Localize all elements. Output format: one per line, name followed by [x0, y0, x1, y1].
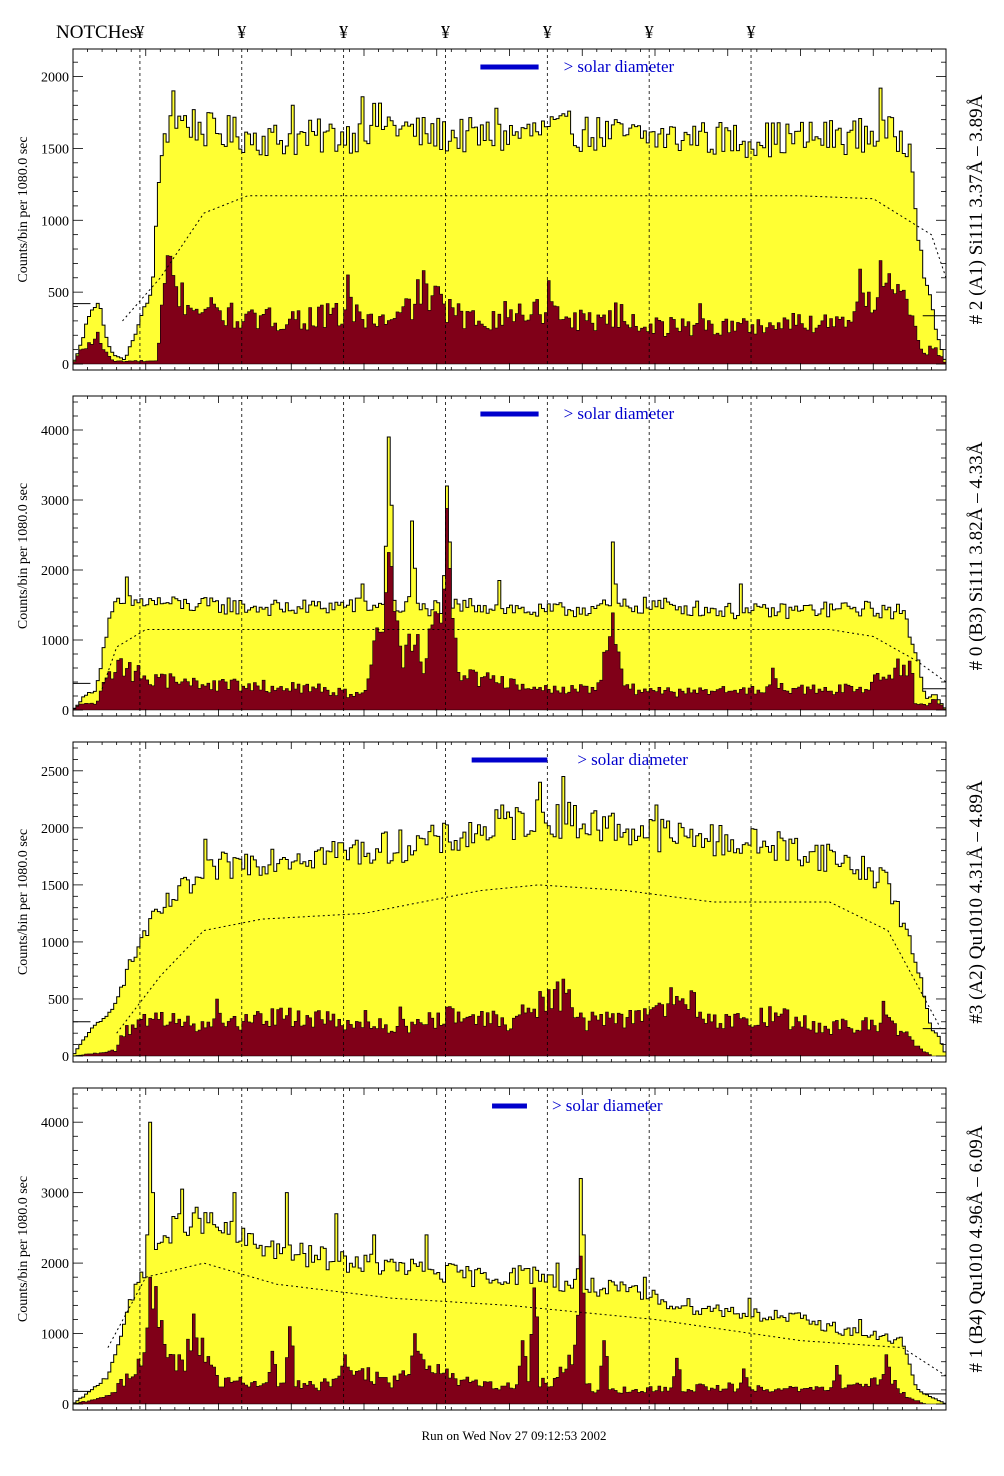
y-tick-label: 1000: [41, 634, 69, 649]
counts-histogram-fill: [73, 776, 946, 1056]
model-curve: [122, 195, 947, 322]
notch-symbol: ¥: [747, 22, 756, 42]
model-curve: [101, 629, 947, 690]
y-tick-label: 4000: [41, 424, 69, 439]
solar-diameter-label: > solar diameter: [552, 1096, 663, 1115]
panel-title: # 0 (B3) Si111 3.82Å – 4.33Å: [966, 441, 987, 670]
notch-symbol: ¥: [441, 22, 450, 42]
counts-histogram-fill: [73, 88, 946, 364]
y-tick-label: 1500: [41, 142, 69, 157]
histogram-panel: 0 1000 2000 3000 4000 Counts/bin per 1080.0 s…: [16, 1087, 987, 1413]
notch-symbol: ¥: [543, 22, 552, 42]
counts-histogram-outline: [72, 87, 947, 364]
solar-diameter-label: > solar diameter: [564, 404, 675, 423]
panel-title: #3 (A2) Qu1010 4.31Å – 4.89Å: [966, 780, 987, 1024]
y-axis-label: Counts/bin per 1080.0 sec: [16, 829, 31, 975]
counts-histogram-outline: [72, 436, 947, 710]
histogram-panel: 0 1000 2000 3000 4000 Counts/bin per 1080.0 s…: [16, 395, 987, 719]
notch-symbol: ¥: [339, 22, 348, 42]
model-curve: [116, 884, 941, 1034]
dark-histogram: [72, 1255, 946, 1405]
solar-diameter-label: > solar diameter: [564, 57, 675, 76]
notch-symbol: ¥: [237, 22, 246, 42]
counts-histogram-outline: [72, 1121, 947, 1404]
dark-histogram: [72, 255, 947, 365]
y-axis-label: Counts/bin per 1080.0 sec: [16, 1176, 31, 1322]
y-tick-label: 1000: [41, 214, 69, 229]
y-tick-label: 2000: [41, 1257, 69, 1272]
notch-marks: ¥ ¥ ¥ ¥ ¥ ¥ ¥: [135, 22, 755, 42]
y-tick-label: 2000: [41, 822, 69, 837]
y-tick-label: 2000: [41, 564, 69, 579]
y-tick-label: 1000: [41, 936, 69, 951]
y-tick-label: 4000: [41, 1116, 69, 1131]
y-axis-label: Counts/bin per 1080.0 sec: [16, 136, 31, 282]
notches-title: NOTCHes: [56, 22, 137, 43]
panel-title: # 2 (A1) Si111 3.37Å – 3.89Å: [966, 94, 987, 324]
histogram-panel: 0 500 1000 1500 2000 Counts/bin per 1080.0 se…: [16, 48, 987, 373]
run-timestamp: Run on Wed Nov 27 09:12:53 2002: [421, 1428, 606, 1443]
panels: 0 500 1000 1500 2000 Counts/bin per 1080.0 se…: [16, 48, 987, 1413]
model-curve: [107, 1262, 947, 1377]
y-tick-label: 0: [62, 704, 69, 719]
notch-symbol: ¥: [135, 22, 144, 42]
counts-histogram-fill: [73, 437, 946, 710]
y-tick-label: 0: [62, 1398, 69, 1413]
panel-title: # 1 (B4) Qu1010 4.96Å – 6.09Å: [966, 1125, 987, 1372]
y-tick-label: 500: [48, 286, 69, 301]
y-tick-label: 2000: [41, 71, 69, 86]
y-tick-label: 0: [62, 358, 69, 373]
dark-histogram: [72, 978, 946, 1057]
y-tick-label: 3000: [41, 494, 69, 509]
dark-histogram: [72, 508, 947, 711]
y-tick-label: 0: [62, 1050, 69, 1065]
solar-diameter-label: > solar diameter: [577, 750, 688, 769]
notch-symbol: ¥: [645, 22, 654, 42]
y-tick-label: 1000: [41, 1328, 69, 1343]
counts-histogram-outline: [72, 776, 947, 1056]
y-tick-label: 3000: [41, 1187, 69, 1202]
y-tick-label: 1500: [41, 879, 69, 894]
y-tick-label: 500: [48, 993, 69, 1008]
y-axis-label: Counts/bin per 1080.0 sec: [16, 483, 31, 629]
histogram-panel: 0 500 1000 1500 2000 2500 Counts/bin per 1080.…: [16, 741, 987, 1065]
header: NOTCHes ¥ ¥ ¥ ¥ ¥ ¥ ¥: [56, 22, 756, 43]
y-tick-label: 2500: [41, 765, 69, 780]
